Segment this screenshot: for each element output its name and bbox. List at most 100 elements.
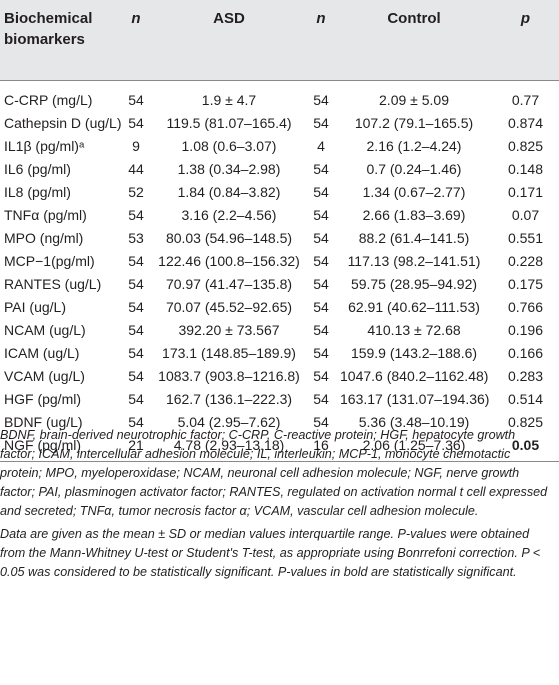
header-control: Control [336, 0, 492, 81]
cell-biomarker: TNFα (pg/ml) [4, 207, 87, 223]
cell-n-asd: 54 [128, 276, 144, 292]
cell-p-value: 0.874 [507, 115, 544, 131]
cell-control: 2.09 ± 5.09 [379, 92, 449, 108]
cell-control: 410.13 ± 72.68 [367, 322, 461, 338]
cell-asd: 119.5 (81.07–165.4) [166, 115, 292, 131]
cell-control: 5.36 (3.48–10.19) [358, 414, 470, 430]
cell-biomarker: VCAM (ug/L) [4, 368, 85, 384]
table-footnotes: BDNF, brain-derived neurotrophic factor;… [0, 426, 553, 586]
table-row: MCP−1(pg/ml) 54 122.46 (100.8–156.32) 54 117… [0, 250, 559, 273]
cell-n-asd: 21 [128, 437, 144, 453]
cell-n-asd: 9 [132, 138, 140, 154]
cell-n-asd: 54 [128, 391, 144, 407]
cell-control: 107.2 (79.1–165.5) [354, 115, 474, 131]
cell-asd: 70.07 (45.52–92.65) [165, 299, 293, 315]
cell-p-value: 0.825 [507, 138, 544, 154]
cell-biomarker: RANTES (ug/L) [4, 276, 102, 292]
cell-control: 163.17 (131.07–194.36) [340, 391, 490, 407]
cell-n-control: 54 [313, 368, 329, 384]
table-body: C-CRP (mg/L) 54 1.9 ± 4.7 54 2.09 ± 5.09 0.77… [0, 81, 559, 462]
cell-biomarker: C-CRP (mg/L) [4, 92, 93, 108]
cell-p-value: 0.175 [507, 276, 544, 292]
cell-n-control: 54 [313, 414, 329, 430]
table-row: TNFα (pg/ml) 54 3.16 (2.2–4.56) 54 2.66 (1.8… [0, 204, 559, 227]
header-p: p [492, 0, 559, 81]
cell-asd: 1083.7 (903.8–1216.8) [158, 368, 300, 384]
cell-p-value: 0.228 [507, 253, 544, 269]
cell-n-control: 54 [313, 322, 329, 338]
table-row: IL1β (pg/ml)ᵃ 9 1.08 (0.6–3.07) 4 2.16 (1.2–… [0, 135, 559, 158]
cell-control: 159.9 (143.2–188.6) [350, 345, 478, 361]
cell-asd: 162.7 (136.1–222.3) [165, 391, 293, 407]
cell-biomarker: HGF (pg/ml) [4, 391, 81, 407]
cell-n-control: 54 [313, 391, 329, 407]
header-n-asd: n [120, 0, 152, 81]
cell-n-control: 54 [313, 276, 329, 292]
cell-biomarker: IL1β (pg/ml)ᵃ [4, 138, 85, 154]
cell-asd: 173.1 (148.85–189.9) [162, 345, 296, 361]
footnote-abbreviations: BDNF, brain-derived neurotrophic factor;… [0, 428, 548, 518]
table-row: PAI (ug/L) 54 70.07 (45.52–92.65) 54 62.91 (… [0, 296, 559, 319]
cell-n-asd: 54 [128, 414, 144, 430]
cell-n-asd: 54 [128, 299, 144, 315]
cell-n-asd: 53 [128, 230, 144, 246]
cell-asd: 80.03 (54.96–148.5) [165, 230, 293, 246]
cell-n-asd: 54 [128, 322, 144, 338]
cell-p-value: 0.551 [507, 230, 544, 246]
cell-control: 2.16 (1.2–4.24) [366, 138, 462, 154]
cell-p-value: 0.514 [507, 391, 544, 407]
table-row: HGF (pg/ml) 54 162.7 (136.1–222.3) 54 163.17… [0, 388, 559, 411]
cell-biomarker: NCAM (ug/L) [4, 322, 86, 338]
cell-n-control: 54 [313, 161, 329, 177]
table-row: C-CRP (mg/L) 54 1.9 ± 4.7 54 2.09 ± 5.09 0.77 [0, 81, 559, 113]
cell-asd: 122.46 (100.8–156.32) [158, 253, 300, 269]
cell-n-asd: 44 [128, 161, 144, 177]
header-biomarker: Biochemical biomarkers [0, 0, 120, 81]
cell-p-value: 0.77 [511, 92, 540, 108]
cell-n-control: 54 [313, 92, 329, 108]
cell-biomarker: IL8 (pg/ml) [4, 184, 71, 200]
cell-asd: 3.16 (2.2–4.56) [181, 207, 277, 223]
cell-biomarker: ICAM (ug/L) [4, 345, 80, 361]
cell-asd: 1.9 ± 4.7 [201, 92, 257, 108]
table-row: VCAM (ug/L) 54 1083.7 (903.8–1216.8) 54 1047… [0, 365, 559, 388]
cell-p-value: 0.825 [507, 414, 544, 430]
cell-biomarker: NGF (pg/ml) [4, 437, 81, 453]
cell-biomarker: BDNF (ug/L) [4, 414, 83, 430]
footnote-data-note: Data are given as the mean ± SD or media… [0, 527, 541, 579]
cell-n-control: 54 [313, 230, 329, 246]
table-row: Cathepsin D (ug/L) 54 119.5 (81.07–165.4) 5… [0, 112, 559, 135]
table-row: IL6 (pg/ml) 44 1.38 (0.34–2.98) 54 0.7 (0.24… [0, 158, 559, 181]
cell-asd: 4.78 (2.93–13.18) [173, 437, 285, 453]
cell-control: 1.34 (0.67–2.77) [362, 184, 466, 200]
cell-n-control: 4 [317, 138, 325, 154]
cell-n-control: 54 [313, 345, 329, 361]
table-row: BDNF (ug/L) 54 5.04 (2.95–7.62) 54 5.36 (3.4… [0, 411, 559, 434]
cell-n-control: 16 [313, 437, 329, 453]
cell-biomarker: PAI (ug/L) [4, 299, 66, 315]
cell-asd: 392.20 ± 73.567 [178, 322, 280, 338]
cell-asd: 1.08 (0.6–3.07) [181, 138, 277, 154]
cell-n-asd: 52 [128, 184, 144, 200]
cell-control: 2.66 (1.83–3.69) [362, 207, 466, 223]
table-row: NGF (pg/ml) 21 4.78 (2.93–13.18) 16 2.06 (1.… [0, 434, 559, 462]
cell-n-control: 54 [313, 184, 329, 200]
biomarker-table: Biochemical biomarkers n ASD n Control p… [0, 0, 559, 462]
cell-n-asd: 54 [128, 92, 144, 108]
cell-control: 1047.6 (840.2–1162.48) [340, 368, 489, 384]
header-n-control: n [306, 0, 336, 81]
cell-asd: 1.38 (0.34–2.98) [177, 161, 281, 177]
cell-n-asd: 54 [128, 345, 144, 361]
table-header-row: Biochemical biomarkers n ASD n Control p [0, 0, 559, 81]
cell-control: 59.75 (28.95–94.92) [350, 276, 478, 292]
cell-p-value: 0.283 [507, 368, 544, 384]
header-asd: ASD [152, 0, 306, 81]
cell-p-value: 0.166 [507, 345, 544, 361]
cell-n-asd: 54 [128, 253, 144, 269]
cell-p-value: 0.171 [507, 184, 544, 200]
cell-asd: 1.84 (0.84–3.82) [177, 184, 281, 200]
cell-n-asd: 54 [128, 207, 144, 223]
cell-control: 0.7 (0.24–1.46) [366, 161, 462, 177]
cell-n-control: 54 [313, 253, 329, 269]
